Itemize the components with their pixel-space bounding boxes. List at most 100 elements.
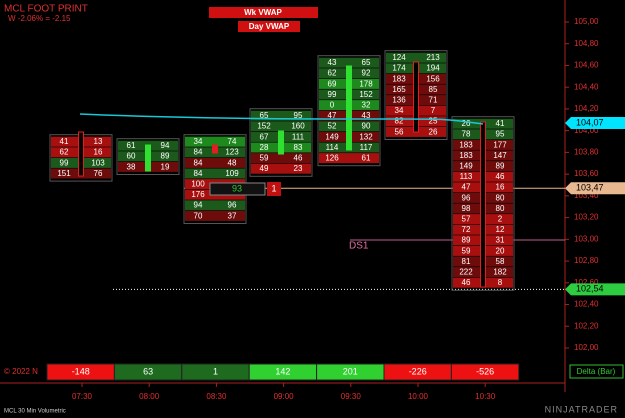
bid-volume: 59 xyxy=(260,154,269,163)
ask-volume: 2 xyxy=(498,215,503,224)
footprint-row xyxy=(185,210,245,221)
footprint-row xyxy=(185,168,245,179)
bid-volume: 183 xyxy=(459,140,473,149)
price-label: 104,40 xyxy=(574,82,599,91)
ask-volume: 65 xyxy=(362,58,371,67)
ask-volume: 96 xyxy=(228,201,237,210)
ask-volume: 43 xyxy=(362,111,371,120)
time-label: 09:30 xyxy=(341,392,362,401)
time-label: 10:30 xyxy=(475,392,496,401)
delta-value: -226 xyxy=(409,366,427,376)
footprint-row xyxy=(319,57,379,68)
bid-volume: 113 xyxy=(460,172,473,181)
bid-volume: 94 xyxy=(194,201,203,210)
bid-volume: 69 xyxy=(328,79,337,88)
bid-volume: 98 xyxy=(462,204,471,213)
bid-volume: 72 xyxy=(462,225,471,234)
ask-volume: 16 xyxy=(496,183,505,192)
bid-volume: 0 xyxy=(330,101,335,110)
ask-volume: 89 xyxy=(496,162,505,171)
bid-volume: 114 xyxy=(326,143,339,152)
footprint-row xyxy=(251,163,311,174)
bid-volume: 126 xyxy=(325,154,339,163)
marker-volume: 93 xyxy=(232,183,242,193)
footprint-row xyxy=(319,153,379,164)
ask-volume: 46 xyxy=(294,154,303,163)
bid-volume: 81 xyxy=(462,257,471,266)
title: MCL FOOT PRINT xyxy=(4,4,88,15)
ask-volume: 19 xyxy=(161,162,170,171)
footprint-row xyxy=(386,52,446,63)
vwap-line xyxy=(79,113,484,125)
ask-volume: 85 xyxy=(429,85,438,94)
price-label: 103,00 xyxy=(574,234,599,243)
price-tag-label: 103,47 xyxy=(576,183,604,193)
button-label[interactable]: Wk VWAP xyxy=(244,8,282,17)
ask-volume: 213 xyxy=(426,53,440,62)
ask-volume: 80 xyxy=(496,193,505,202)
ask-volume: 109 xyxy=(225,169,239,178)
time-label: 09:00 xyxy=(274,392,295,401)
bid-volume: 124 xyxy=(392,53,406,62)
ask-volume: 80 xyxy=(496,204,505,213)
bid-volume: 46 xyxy=(462,278,471,287)
button[interactable] xyxy=(238,21,300,32)
price-tag-label: 104,07 xyxy=(576,117,604,127)
bid-volume: 28 xyxy=(260,143,269,152)
bid-volume: 136 xyxy=(392,96,406,105)
ask-volume: 76 xyxy=(94,169,103,178)
ask-volume: 25 xyxy=(429,117,438,126)
price-label: 102,60 xyxy=(574,278,599,287)
ask-volume: 182 xyxy=(493,268,507,277)
bid-volume: 183 xyxy=(459,151,473,160)
ask-volume: 89 xyxy=(161,152,170,161)
ask-volume: 7 xyxy=(431,106,436,115)
footprint-row xyxy=(185,136,245,147)
bid-volume: 176 xyxy=(191,190,205,199)
bid-volume: 57 xyxy=(462,215,471,224)
button-label[interactable]: Day VWAP xyxy=(249,22,290,31)
ask-volume: 83 xyxy=(294,143,303,152)
delta-value: -148 xyxy=(72,366,90,376)
price-tag xyxy=(565,117,625,130)
time-label: 10:00 xyxy=(408,392,429,401)
candle xyxy=(413,61,419,133)
ask-volume: 152 xyxy=(359,90,373,99)
delta-label: Delta (Bar) xyxy=(577,367,616,376)
bid-volume: 49 xyxy=(260,164,269,173)
delta-value: 1 xyxy=(213,366,218,376)
ask-volume: 178 xyxy=(359,79,373,88)
footprint-box xyxy=(249,108,313,177)
delta-cell xyxy=(450,363,520,381)
bid-volume: 65 xyxy=(260,111,269,120)
marker-count-box xyxy=(267,182,281,196)
delta-label-box xyxy=(569,364,624,379)
bid-volume: 67 xyxy=(260,132,269,141)
ask-volume: 32 xyxy=(362,101,371,110)
bid-volume: 84 xyxy=(194,169,203,178)
time-label: 08:00 xyxy=(139,392,160,401)
bid-volume: 60 xyxy=(127,152,136,161)
ask-volume: 71 xyxy=(429,96,438,105)
candle xyxy=(145,144,151,172)
instrument: MCL 30 Min Volumetric xyxy=(4,409,66,415)
price-label: 103,60 xyxy=(574,169,599,178)
ask-volume: 61 xyxy=(362,154,371,163)
price-tag xyxy=(565,182,625,195)
price-label: 103,20 xyxy=(574,213,599,222)
bid-volume: 222 xyxy=(459,268,473,277)
bid-volume: 99 xyxy=(60,158,69,167)
price-tag xyxy=(565,283,625,296)
footprint-row xyxy=(185,200,245,211)
button[interactable] xyxy=(209,7,318,18)
footprint-box xyxy=(451,116,515,291)
ask-volume: 95 xyxy=(294,111,303,120)
bid-volume: 26 xyxy=(462,119,471,128)
bid-volume: 62 xyxy=(328,69,337,78)
ask-volume: 20 xyxy=(496,246,505,255)
price-label: 104,00 xyxy=(574,126,599,135)
ask-volume: 26 xyxy=(429,127,438,136)
ask-volume: 74 xyxy=(228,137,237,146)
footprint-box xyxy=(116,138,180,175)
